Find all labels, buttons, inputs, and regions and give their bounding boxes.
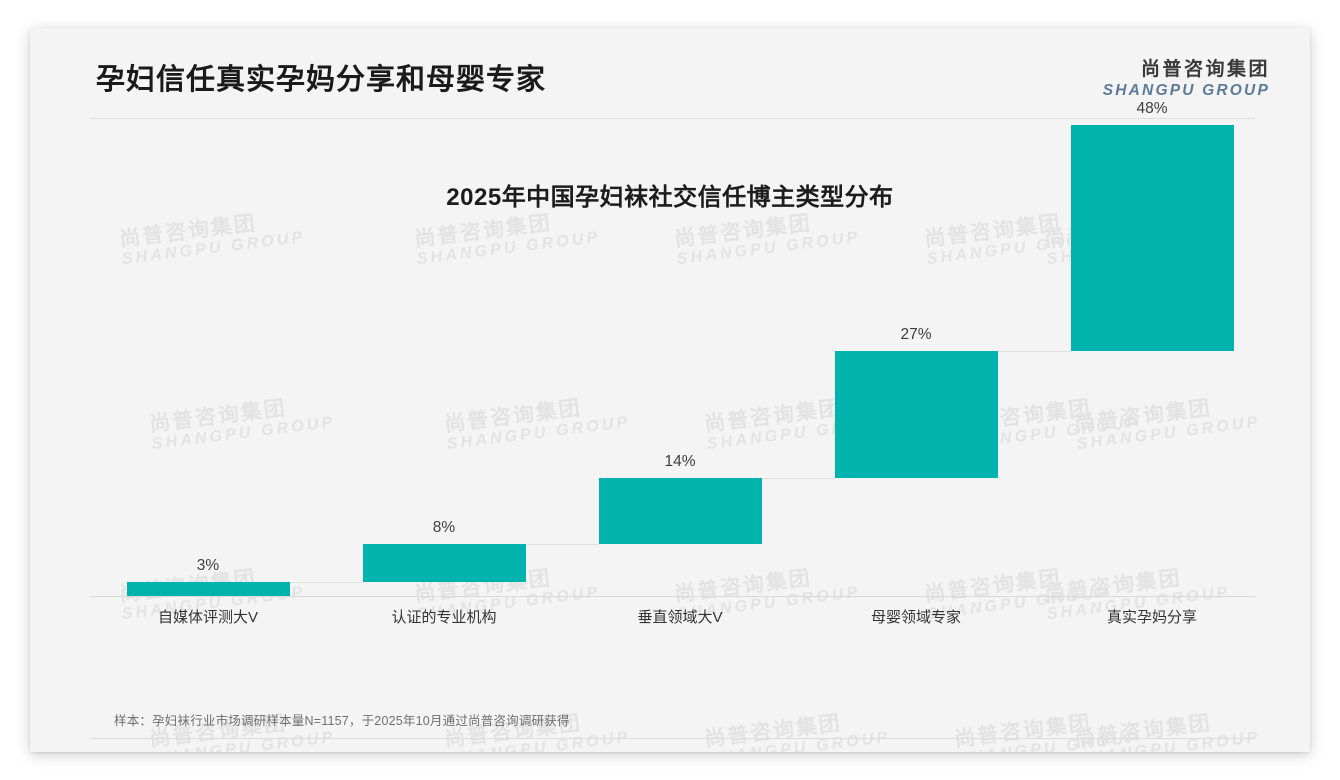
chart-bar-value-label: 3% <box>196 556 220 574</box>
chart-category-label: 认证的专业机构 <box>391 609 497 626</box>
chart-container: 2025年中国孕妇袜社交信任博主类型分布 3% 8% 14% 27% 48% 自媒体评测… <box>30 100 1310 683</box>
chart-category-label: 自媒体评测大V <box>157 609 258 626</box>
brand-name-en: SHANGPU GROUP <box>1102 82 1270 99</box>
chart-bar[interactable] <box>834 351 998 479</box>
chart-bar-value-label: 48% <box>1136 100 1168 118</box>
chart-category-label: 母婴领域专家 <box>870 609 961 626</box>
slide-header: 孕妇信任真实孕妈分享和母婴专家 尚普咨询集团 SHANGPU GROUP <box>30 28 1310 118</box>
slide-page: 尚普咨询集团 SHANGPU GROUP 尚普咨询集团 SHANGPU GROUP 尚普… <box>30 28 1310 752</box>
brand-name-cn: 尚普咨询集团 <box>1140 59 1270 80</box>
website-url: www.shangpu-china.com <box>1099 751 1238 752</box>
chart-bar[interactable] <box>362 544 526 582</box>
chart-title: 2025年中国孕妇袜社交信任博主类型分布 <box>446 184 894 211</box>
chart-step-connector <box>289 581 363 583</box>
chart-bar[interactable] <box>598 478 762 545</box>
chart-step-connector <box>525 544 599 546</box>
slide-footer: ©2025.12 SHANGPU GROUP www.shangpu-china… <box>30 740 1310 752</box>
footer-divider <box>90 738 1255 739</box>
chart-category-label: 真实孕妈分享 <box>1106 609 1197 626</box>
chart-bar[interactable] <box>126 581 290 596</box>
chart-step-connector <box>997 351 1071 353</box>
chart-axis-line <box>90 596 1255 597</box>
brand-logo: 尚普咨询集团 SHANGPU GROUP <box>1103 54 1270 100</box>
header-divider <box>90 118 1255 119</box>
copyright-text: ©2025.12 SHANGPU GROUP <box>104 750 280 752</box>
chart-footnote: 样本：孕妇袜行业市场调研样本量N=1157，于2025年10月通过尚普咨询调研获… <box>114 714 570 728</box>
chart-bar-value-label: 14% <box>664 453 696 471</box>
chart-bar-value-label: 8% <box>432 519 456 537</box>
chart-step-connector <box>761 478 835 480</box>
chart-category-label: 垂直领域大V <box>637 609 723 626</box>
chart-bar-value-label: 27% <box>900 326 932 344</box>
chart-plot-area: 3% 8% 14% 27% 48% <box>90 100 1270 633</box>
page-title: 孕妇信任真实孕妈分享和母婴专家 <box>96 64 547 96</box>
chart-bar[interactable] <box>1070 125 1234 352</box>
